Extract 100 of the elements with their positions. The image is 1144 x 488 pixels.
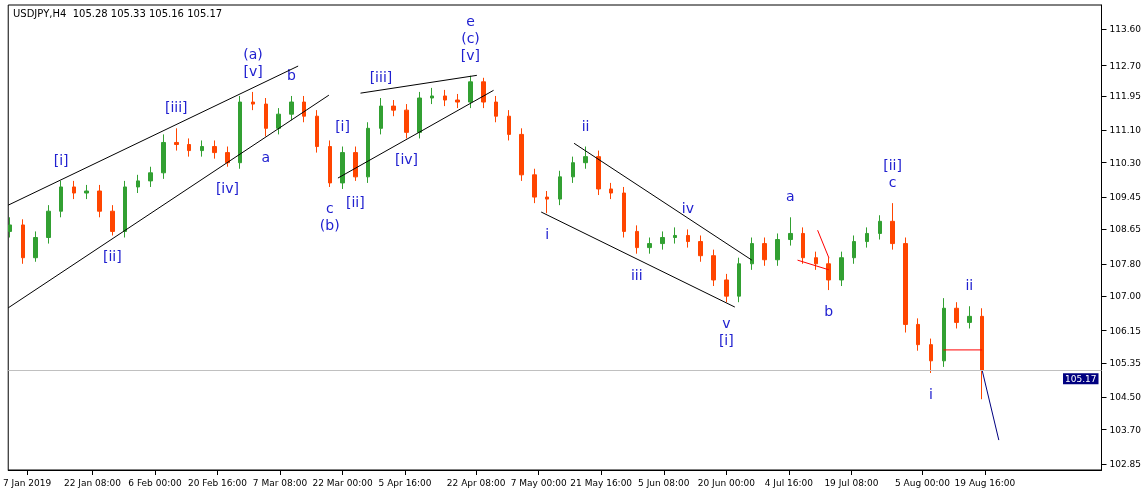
annotation: [v] <box>460 46 481 63</box>
candlestick <box>379 97 383 135</box>
annotation: a <box>261 149 271 166</box>
annotation: [i] <box>53 151 69 168</box>
annotation: [ii] <box>883 157 902 174</box>
annotation: b <box>286 66 296 83</box>
x-tick-label: 7 May 00:00 <box>510 477 567 488</box>
annotation: ii <box>581 117 590 134</box>
candlestick <box>404 103 409 139</box>
y-tick-label: 113.60 <box>1109 24 1142 35</box>
annotation: [iii] <box>164 99 188 116</box>
y-tick-label: 102.85 <box>1109 458 1142 469</box>
x-tick-label: 20 Jun 00:00 <box>697 477 756 488</box>
candlestick <box>200 139 204 158</box>
candlestick <box>673 226 677 245</box>
candlestick <box>826 257 831 291</box>
candlestick <box>775 232 780 267</box>
x-tick-label: 20 Feb 16:00 <box>187 477 248 488</box>
candlestick <box>366 121 370 184</box>
candlestick <box>609 182 613 200</box>
annotation: iii <box>630 266 643 283</box>
candlestick <box>238 95 242 170</box>
candlestick <box>878 214 882 241</box>
candlestick <box>430 87 434 105</box>
candlestick <box>571 156 575 184</box>
annotation: [i] <box>718 332 734 349</box>
annotation: a <box>785 188 795 205</box>
candlestick <box>686 228 690 249</box>
annotation: c <box>325 199 334 216</box>
candlestick <box>801 226 805 265</box>
annotation: [iii] <box>369 69 393 85</box>
candlestick <box>711 249 716 287</box>
candlestick <box>660 230 665 251</box>
candlestick <box>72 180 76 200</box>
candlestick <box>84 184 89 200</box>
candlestick <box>315 109 319 154</box>
y-tick-label: 107.80 <box>1109 258 1142 269</box>
candlestick <box>788 216 793 247</box>
annotation: [iv] <box>394 151 419 168</box>
annotation: i <box>545 226 550 243</box>
annotation: [v] <box>243 62 263 79</box>
candlestick <box>136 174 140 194</box>
annotation: (b) <box>319 216 340 233</box>
candlestick <box>123 180 127 238</box>
candlestick <box>507 109 511 141</box>
x-tick-label: 7 Mar 08:00 <box>252 477 308 488</box>
x-tick-label: 21 May 16:00 <box>570 477 633 488</box>
x-tick-label: 19 Aug 16:00 <box>954 477 1016 488</box>
annotation: ii <box>965 277 974 294</box>
x-tick-label: 22 Jan 08:00 <box>63 477 122 488</box>
candlestick <box>852 234 856 265</box>
annotation: (c) <box>461 29 480 46</box>
y-tick-label: 104.50 <box>1109 392 1142 403</box>
candlestick <box>46 204 51 245</box>
candlestick <box>750 237 754 271</box>
candlestick <box>161 133 166 180</box>
candlestick <box>264 97 268 137</box>
candlestick <box>289 95 294 121</box>
candlestick <box>622 186 626 238</box>
annotation: [ii] <box>102 248 122 265</box>
candlestick <box>148 166 153 188</box>
x-tick-label: 5 Aug 00:00 <box>894 477 951 488</box>
candlestick <box>762 237 767 267</box>
x-tick-label: 4 Jul 16:00 <box>764 477 814 488</box>
candlestick <box>21 218 25 265</box>
candlestick <box>532 168 537 204</box>
annotation: v <box>722 315 731 332</box>
candlestick <box>468 75 473 109</box>
candlestick <box>647 237 652 255</box>
candlestick <box>980 307 984 400</box>
candlestick <box>967 305 972 329</box>
candlestick <box>8 216 12 238</box>
candlestick <box>481 77 486 109</box>
candlestick <box>839 251 844 287</box>
candlestick <box>212 139 217 160</box>
candlestick <box>391 99 396 117</box>
candlestick <box>455 93 460 109</box>
candlestick <box>251 91 255 111</box>
ref-line-label: 105.17 <box>1065 373 1097 384</box>
annotation: (a) <box>243 45 263 62</box>
candlestick <box>890 202 895 251</box>
candlestick <box>903 237 908 334</box>
y-tick-label: 112.70 <box>1109 60 1142 71</box>
candlestick <box>724 273 729 303</box>
y-tick-label: 105.35 <box>1109 357 1142 368</box>
x-tick-label: 5 Apr 16:00 <box>378 477 432 488</box>
candlestick <box>443 89 447 107</box>
annotation: [i] <box>335 117 350 134</box>
candlestick <box>635 224 639 255</box>
y-tick-label: 110.30 <box>1109 157 1142 168</box>
candlestick <box>583 146 588 170</box>
x-tick-label: 6 Feb 00:00 <box>128 477 182 488</box>
candlestick <box>942 297 946 368</box>
x-tick-label: 22 Apr 08:00 <box>446 477 506 488</box>
annotation: i <box>929 385 933 402</box>
candlestick <box>187 137 191 158</box>
candlestick <box>814 251 818 271</box>
y-tick-label: 106.15 <box>1109 325 1142 336</box>
candlestick <box>916 317 920 352</box>
x-tick-label: 5 Jun 08:00 <box>638 477 690 488</box>
